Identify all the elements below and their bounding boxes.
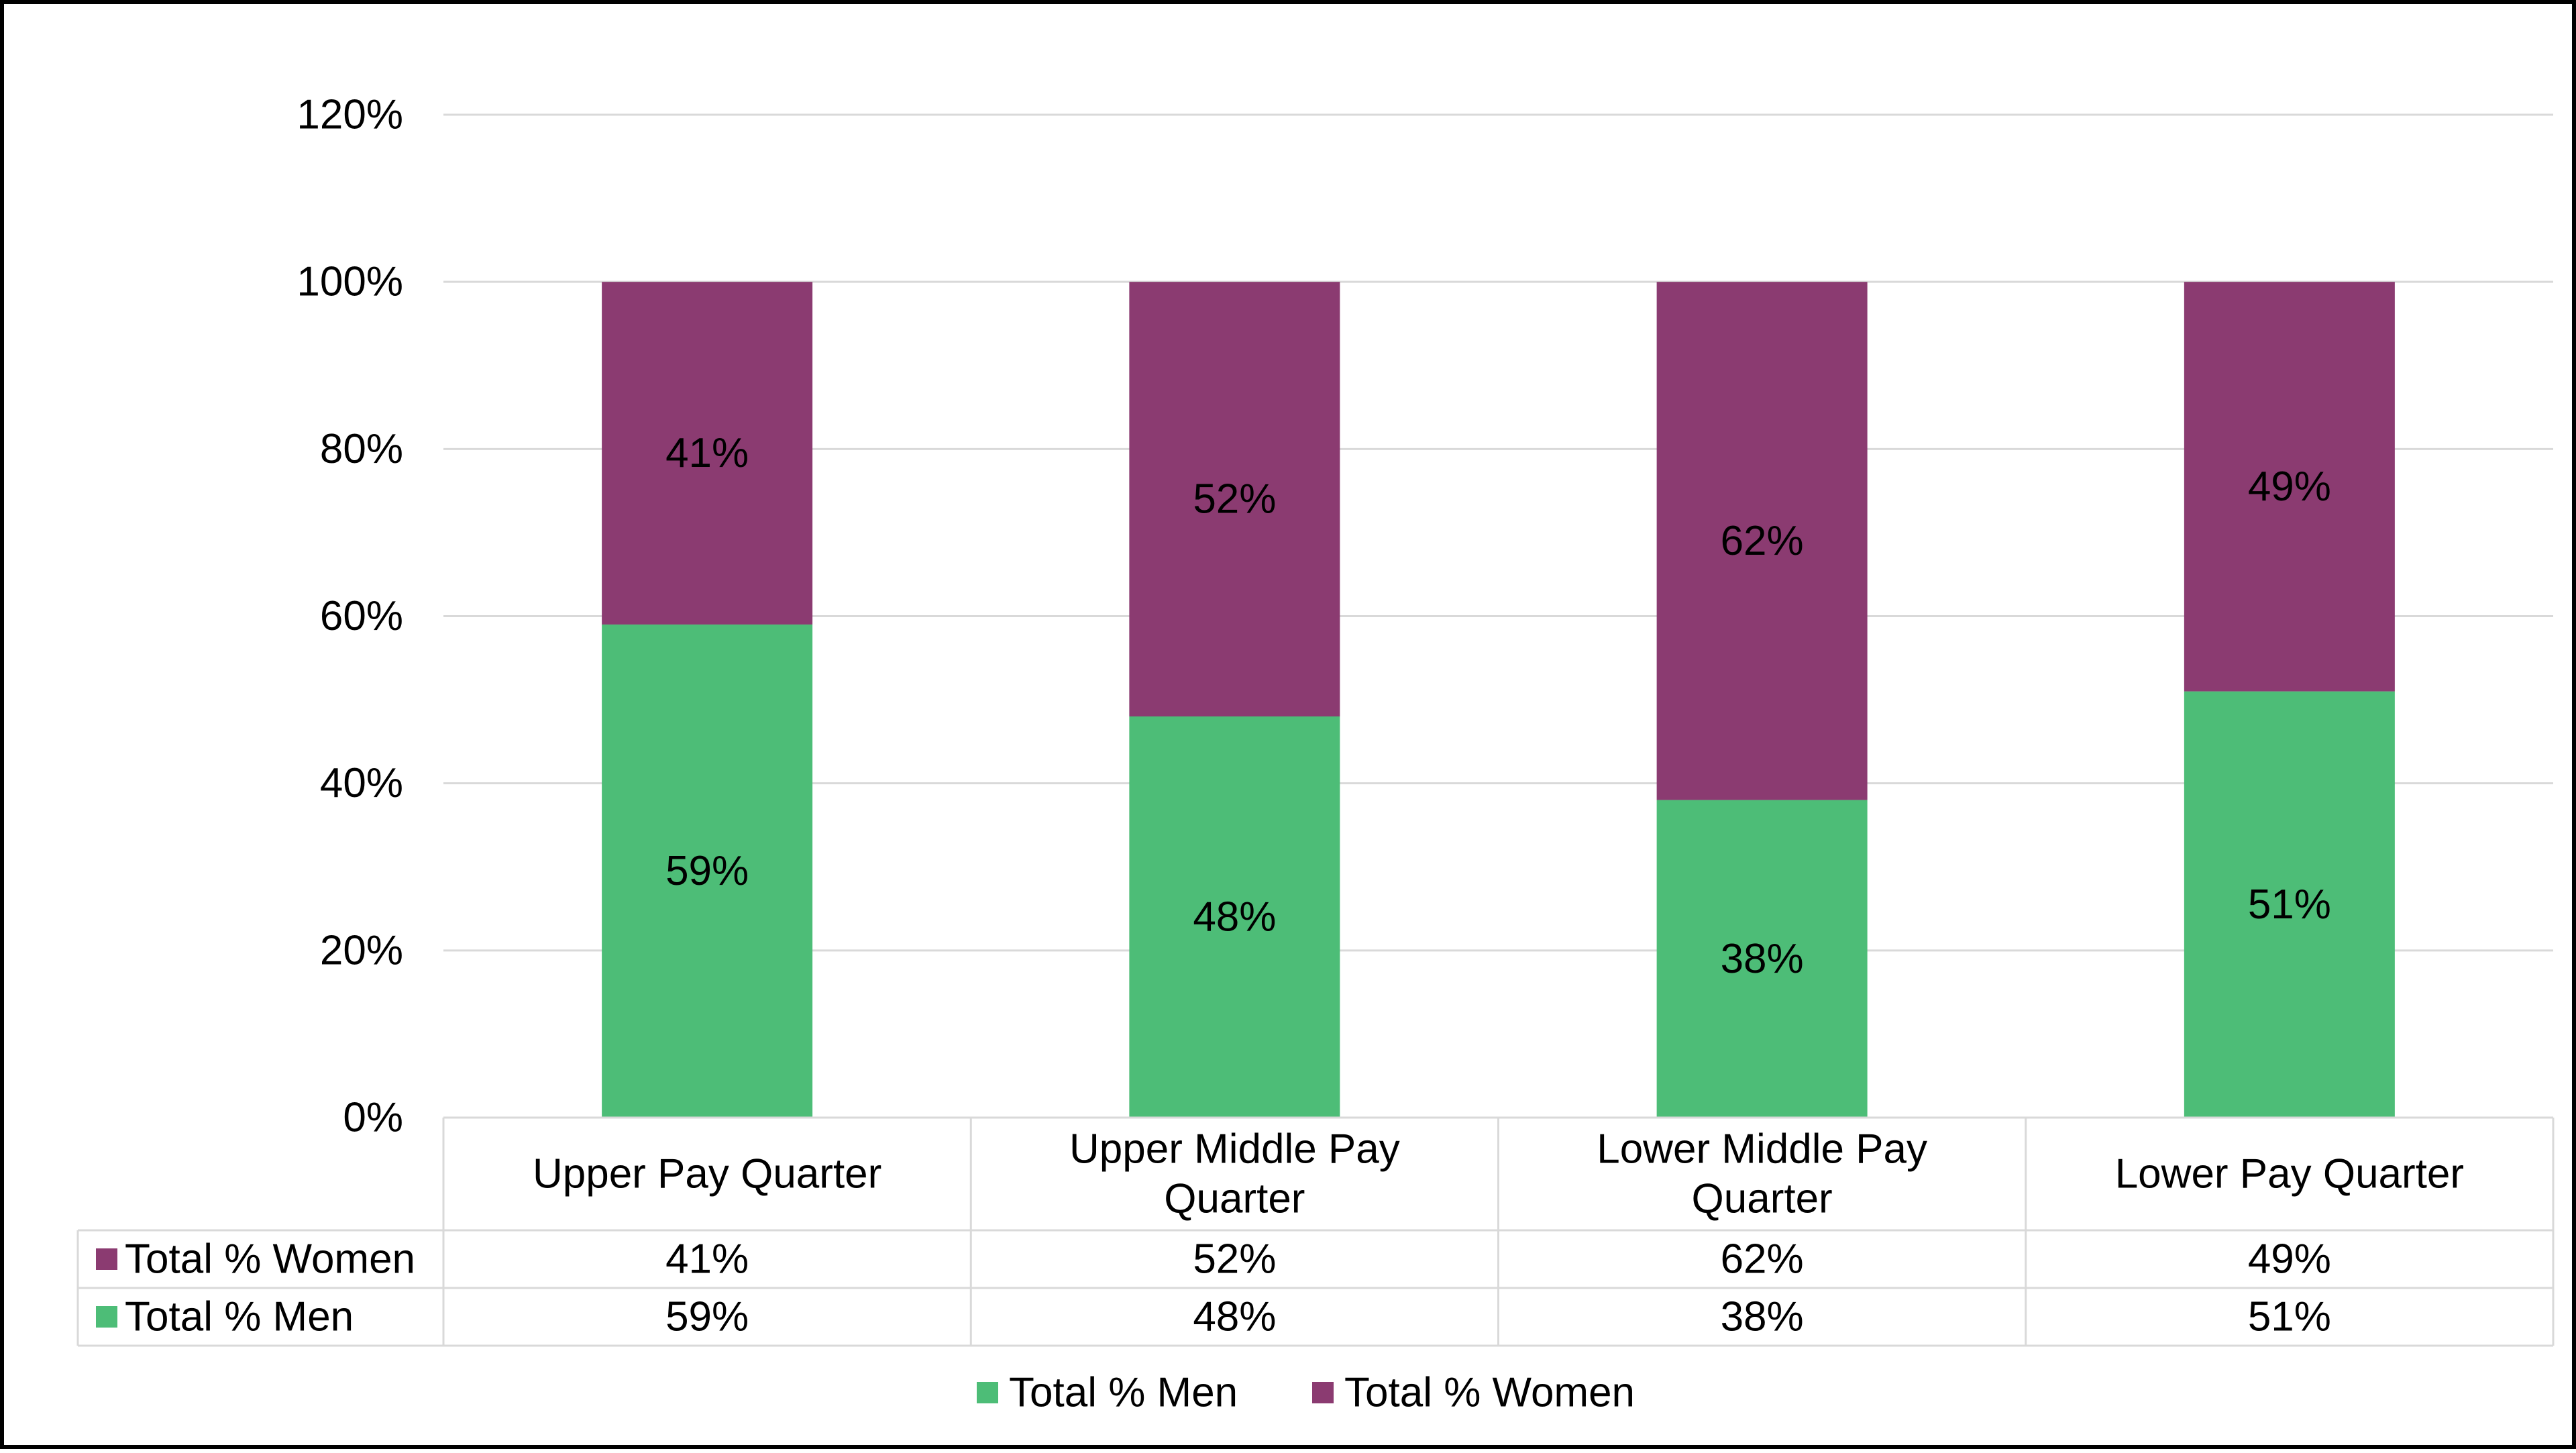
bar-data-label: 49% <box>2248 464 2331 510</box>
y-tick-label: 40% <box>320 760 403 806</box>
y-tick-label: 0% <box>343 1095 403 1141</box>
category-label: Quarter <box>1164 1176 1305 1222</box>
y-tick-label: 100% <box>297 259 403 305</box>
y-axis-ticks: 0% 20% 40% 60% 80% 100% 120% <box>297 92 403 1141</box>
legend-label: Total % Men <box>1009 1370 1238 1416</box>
y-tick-label: 20% <box>320 927 403 973</box>
table-cell: 51% <box>2248 1294 2331 1340</box>
stacked-bar-chart: 0% 20% 40% 60% 80% 100% 120% 59% 41% 48% 52% 38% 62… <box>76 92 2555 1416</box>
bar-data-label: 51% <box>2248 881 2331 928</box>
legend-swatch <box>977 1382 998 1403</box>
bar-total-men <box>1656 800 1868 1118</box>
y-tick-label: 120% <box>297 92 403 138</box>
bar-total-women <box>602 282 813 625</box>
bars: 59% 41% 48% 52% 38% 62% 51% 49% <box>602 282 2395 1118</box>
y-tick-label: 60% <box>320 593 403 639</box>
bar-data-label: 52% <box>1193 476 1276 523</box>
category-label: Upper Pay Quarter <box>533 1151 881 1197</box>
bar-total-men <box>2184 691 2395 1118</box>
category-label: Quarter <box>1692 1176 1833 1222</box>
legend: Total % Men Total % Women <box>977 1370 1635 1416</box>
bar-data-label: 62% <box>1721 518 1804 564</box>
table-cell: 52% <box>1193 1236 1276 1283</box>
table-cell: 38% <box>1721 1294 1804 1340</box>
category-label: Upper Middle Pay <box>1069 1126 1400 1173</box>
table-cell: 59% <box>665 1294 749 1340</box>
y-tick-label: 80% <box>320 426 403 472</box>
table-cell: 49% <box>2248 1236 2331 1283</box>
table-row-label: Total % Men <box>125 1294 354 1340</box>
bar-total-women <box>1129 282 1340 717</box>
legend-label: Total % Women <box>1344 1370 1635 1416</box>
bar-total-women <box>1656 282 1868 800</box>
table-row-label: Total % Women <box>125 1236 415 1283</box>
bar-total-men <box>602 624 813 1118</box>
bar-data-label: 48% <box>1193 894 1276 940</box>
legend-key-swatch <box>96 1306 117 1328</box>
table-cell: 41% <box>665 1236 749 1283</box>
category-label: Lower Pay Quarter <box>2115 1151 2464 1197</box>
bar-total-men <box>1129 716 1340 1118</box>
table-cell: 48% <box>1193 1294 1276 1340</box>
table-cell: 62% <box>1721 1236 1804 1283</box>
legend-swatch <box>1312 1382 1334 1403</box>
bar-data-label: 38% <box>1721 936 1804 982</box>
bar-total-women <box>2184 282 2395 692</box>
legend-key-swatch <box>96 1248 117 1270</box>
category-label: Lower Middle Pay <box>1597 1126 1927 1173</box>
bar-data-label: 41% <box>665 430 749 476</box>
bar-data-label: 59% <box>665 848 749 894</box>
